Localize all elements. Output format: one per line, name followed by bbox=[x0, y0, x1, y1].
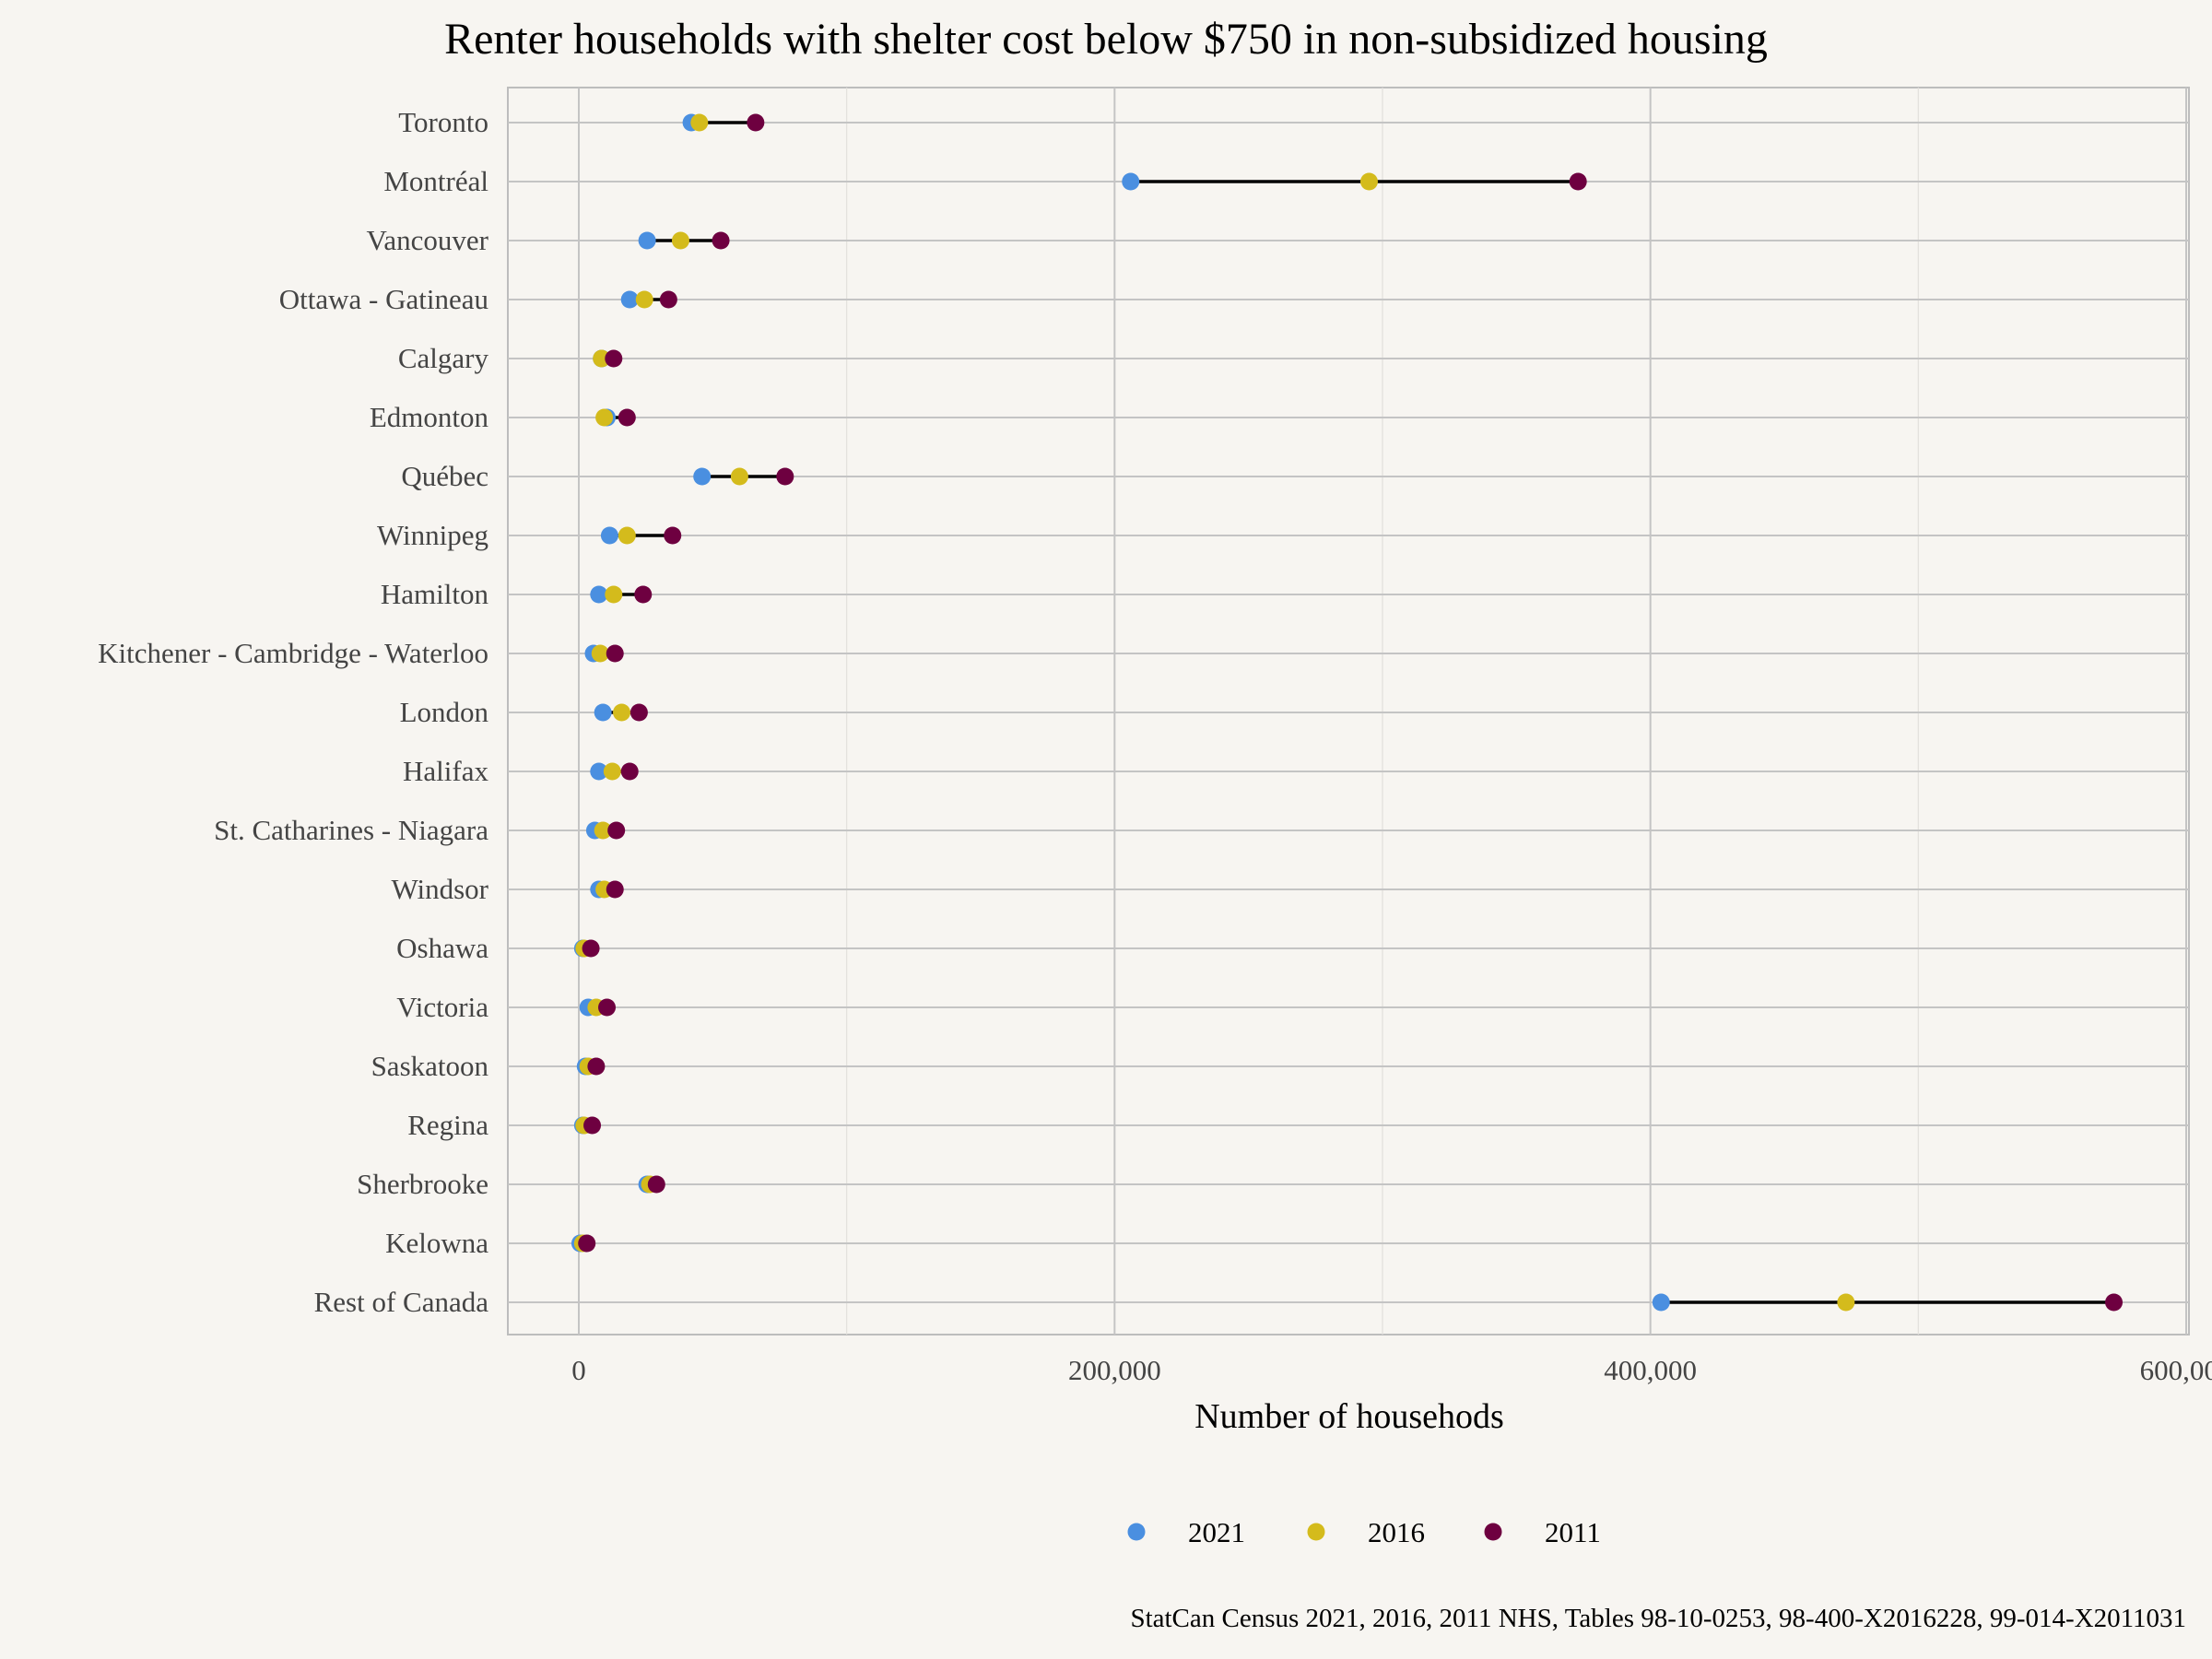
plot-panel-border bbox=[507, 87, 2190, 1335]
data-point-2011 bbox=[747, 113, 765, 132]
category-label: Regina bbox=[407, 1109, 488, 1141]
data-point-2016 bbox=[635, 290, 653, 309]
legend-label: 2016 bbox=[1368, 1516, 1425, 1548]
data-point-2011 bbox=[578, 1234, 596, 1253]
data-point-2016 bbox=[603, 762, 621, 781]
data-point-2011 bbox=[582, 939, 600, 958]
data-point-2011 bbox=[629, 703, 648, 722]
category-label: Edmonton bbox=[370, 401, 489, 433]
category-label: Vancouver bbox=[366, 224, 488, 256]
legend-label: 2021 bbox=[1188, 1516, 1245, 1548]
x-tick-label: 0 bbox=[571, 1354, 586, 1386]
legend-key-2021 bbox=[1127, 1523, 1146, 1541]
data-point-2011 bbox=[647, 1175, 665, 1194]
data-point-2021 bbox=[600, 526, 618, 545]
data-point-2021 bbox=[590, 585, 608, 604]
category-label: Rest of Canada bbox=[314, 1286, 489, 1318]
x-tick-label: 400,000 bbox=[1604, 1354, 1697, 1386]
data-point-2011 bbox=[2105, 1293, 2124, 1312]
data-point-2011 bbox=[583, 1116, 602, 1135]
category-label: Oshawa bbox=[396, 932, 488, 964]
chart-caption: StatCan Census 2021, 2016, 2011 NHS, Tab… bbox=[1130, 1604, 2186, 1633]
data-point-2021 bbox=[620, 290, 639, 309]
category-label: Halifax bbox=[403, 755, 488, 787]
data-point-2016 bbox=[593, 349, 611, 368]
data-point-2016 bbox=[595, 408, 614, 427]
data-point-2016 bbox=[605, 585, 623, 604]
x-axis-ticks: 0 200,000 400,000 600,000 bbox=[571, 1354, 2212, 1386]
data-point-2011 bbox=[605, 349, 623, 368]
category-label: St. Catharines - Niagara bbox=[214, 814, 488, 846]
data-point-2011 bbox=[659, 290, 677, 309]
legend: 2021 2016 2011 bbox=[1127, 1516, 1601, 1548]
category-label: Victoria bbox=[396, 991, 488, 1023]
data-point-2011 bbox=[712, 231, 730, 250]
x-tick-label: 600,000 bbox=[2140, 1354, 2212, 1386]
data-point-2021 bbox=[638, 231, 656, 250]
data-point-2021 bbox=[590, 762, 608, 781]
data-point-2016 bbox=[591, 644, 609, 663]
category-label: Calgary bbox=[398, 342, 489, 374]
category-label: Kitchener - Cambridge - Waterloo bbox=[98, 637, 488, 669]
data-point-2011 bbox=[618, 408, 636, 427]
category-label: Kelowna bbox=[385, 1227, 488, 1259]
data-point-2011 bbox=[776, 467, 794, 486]
data-point-2021 bbox=[693, 467, 712, 486]
x-tick-label: 200,000 bbox=[1068, 1354, 1161, 1386]
category-label: Sherbrooke bbox=[357, 1168, 488, 1200]
data-point-2011 bbox=[606, 644, 624, 663]
category-label: Hamilton bbox=[381, 578, 489, 610]
data-point-2011 bbox=[607, 821, 626, 840]
category-label: Saskatoon bbox=[371, 1050, 489, 1082]
y-axis-categories: Toronto Montréal Vancouver Ottawa - Gatinea… bbox=[98, 106, 489, 1318]
legend-label: 2011 bbox=[1545, 1516, 1601, 1548]
category-label: Montréal bbox=[383, 165, 488, 197]
data-point-2011 bbox=[598, 998, 617, 1017]
category-label: Toronto bbox=[398, 106, 488, 138]
data-point-2011 bbox=[1569, 172, 1587, 191]
data-point-2016 bbox=[594, 821, 612, 840]
data-point-2016 bbox=[671, 231, 689, 250]
data-point-2016 bbox=[1837, 1293, 1855, 1312]
data-point-2016 bbox=[1359, 172, 1378, 191]
data-point-2016 bbox=[613, 703, 631, 722]
chart-title: Renter households with shelter cost belo… bbox=[444, 15, 1768, 64]
data-point-2021 bbox=[594, 703, 612, 722]
data-point-2021 bbox=[1122, 172, 1140, 191]
category-label: London bbox=[400, 696, 489, 728]
category-label: Ottawa - Gatineau bbox=[279, 283, 488, 315]
category-label: Québec bbox=[401, 460, 488, 492]
data-point-2011 bbox=[606, 880, 624, 899]
data-point-2011 bbox=[664, 526, 682, 545]
data-point-2016 bbox=[618, 526, 636, 545]
legend-key-2011 bbox=[1484, 1523, 1502, 1541]
category-label: Winnipeg bbox=[377, 519, 488, 551]
data-point-2016 bbox=[730, 467, 748, 486]
data-point-2011 bbox=[620, 762, 639, 781]
data-point-2011 bbox=[634, 585, 653, 604]
legend-key-2016 bbox=[1307, 1523, 1325, 1541]
data-point-2021 bbox=[1652, 1293, 1670, 1312]
data-point-2011 bbox=[587, 1057, 606, 1076]
data-points bbox=[571, 113, 2124, 1312]
x-axis-title: Number of househods bbox=[1194, 1397, 1504, 1436]
category-label: Windsor bbox=[391, 873, 488, 905]
data-point-2016 bbox=[690, 113, 709, 132]
